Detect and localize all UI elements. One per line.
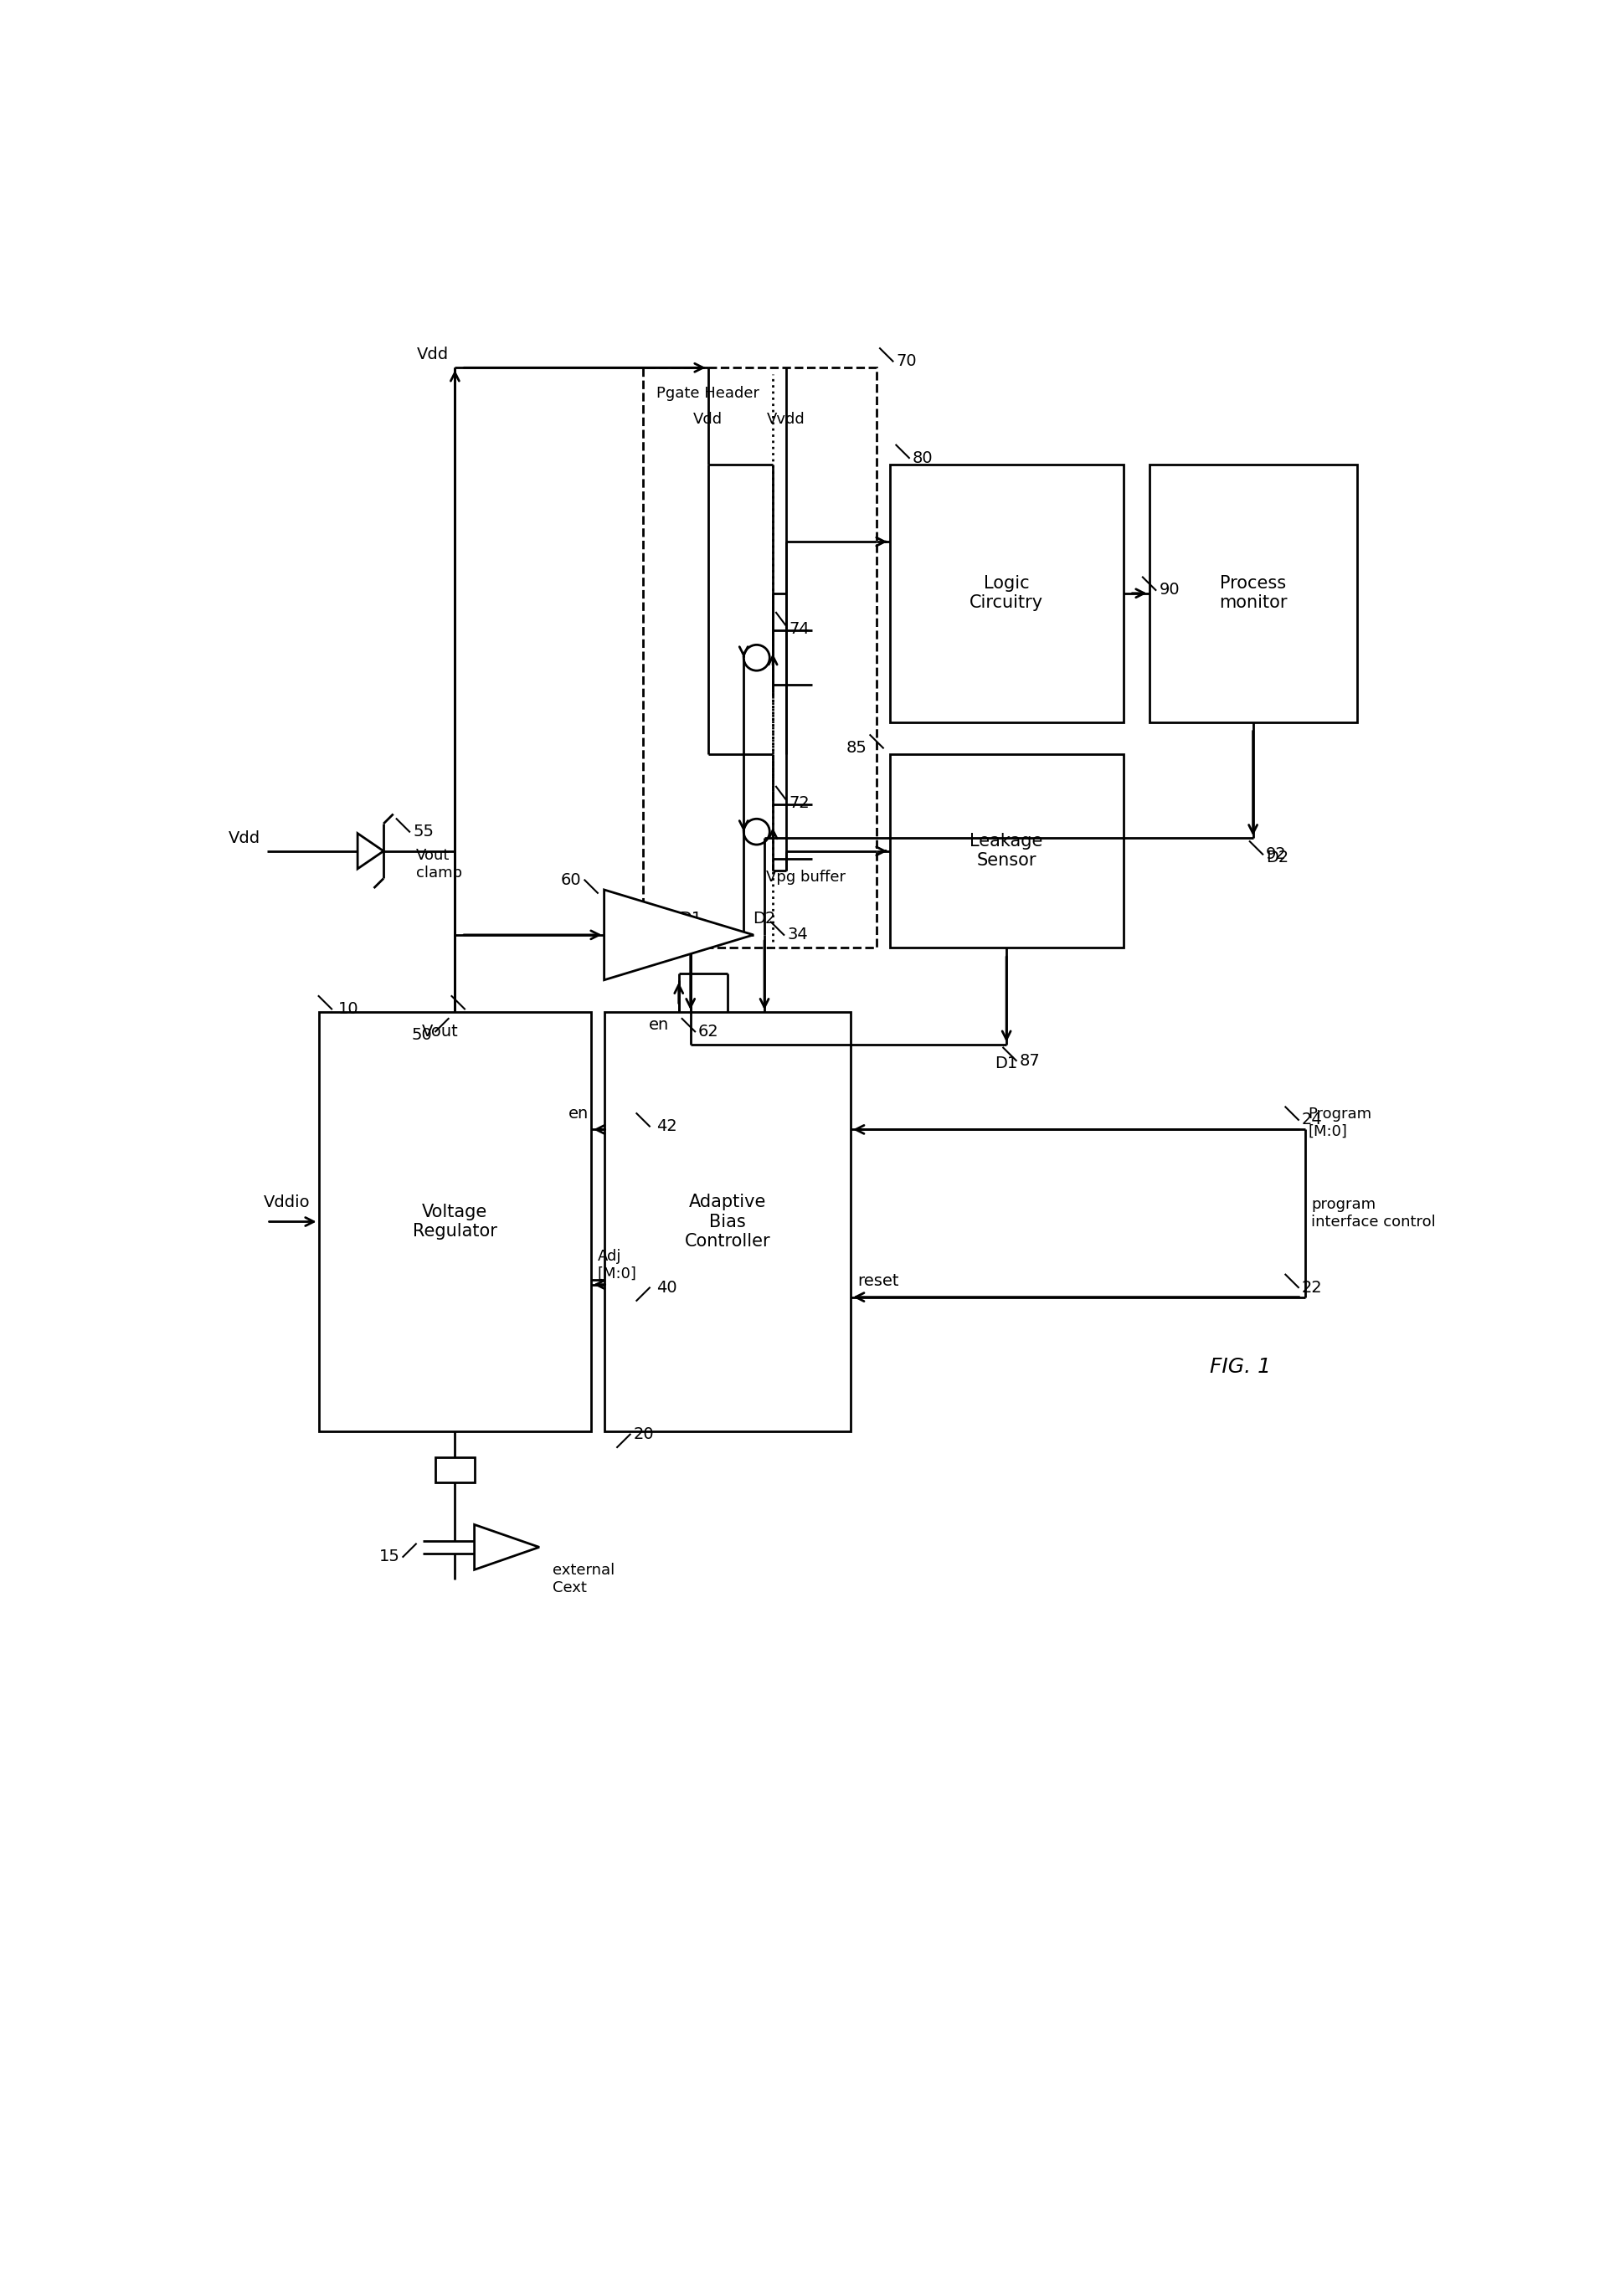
Bar (604, 1013, 851, 1430)
Text: en: en (649, 1017, 669, 1033)
Text: 85: 85 (846, 739, 867, 755)
Text: 50: 50 (412, 1026, 433, 1042)
Bar (890, 755, 1124, 948)
Text: 80: 80 (912, 450, 933, 466)
Bar (1150, 464, 1357, 723)
Text: 60: 60 (560, 872, 581, 889)
Text: 62: 62 (698, 1024, 719, 1040)
Polygon shape (604, 891, 753, 980)
Text: Logic
Circuitry: Logic Circuitry (969, 576, 1043, 611)
Text: Process
monitor: Process monitor (1219, 576, 1287, 611)
Text: en: en (568, 1104, 588, 1120)
Text: Pgate Header: Pgate Header (656, 386, 759, 402)
Text: Adaptive
Bias
Controller: Adaptive Bias Controller (685, 1194, 770, 1249)
Text: 55: 55 (413, 824, 434, 840)
Text: program
interface control: program interface control (1311, 1196, 1436, 1231)
Text: FIG. 1: FIG. 1 (1210, 1357, 1271, 1378)
Polygon shape (357, 833, 383, 868)
Text: 32: 32 (714, 928, 733, 944)
Text: Vddio: Vddio (263, 1194, 310, 1210)
Text: Vdd: Vdd (228, 831, 260, 847)
Text: 87: 87 (1019, 1052, 1040, 1068)
Text: 92: 92 (1266, 847, 1287, 863)
Text: Leakage
Sensor: Leakage Sensor (971, 833, 1043, 870)
Text: 22: 22 (1302, 1279, 1323, 1295)
Text: Voltage
Regulator: Voltage Regulator (413, 1203, 497, 1240)
Text: 90: 90 (1160, 583, 1179, 597)
Text: reset: reset (858, 1272, 898, 1288)
Text: 20: 20 (633, 1426, 654, 1442)
Text: D2: D2 (753, 912, 775, 928)
Bar (890, 464, 1124, 723)
Text: Vdd: Vdd (693, 411, 722, 427)
Text: Vpg buffer: Vpg buffer (767, 870, 846, 884)
Bar (318, 1013, 591, 1430)
Text: Vvdd: Vvdd (767, 411, 804, 427)
Bar (643, 367, 877, 948)
Text: D1: D1 (995, 1056, 1017, 1072)
Text: 24: 24 (1302, 1111, 1323, 1127)
Polygon shape (475, 1525, 539, 1570)
Text: Adj
[M:0]: Adj [M:0] (598, 1249, 636, 1281)
Text: 10: 10 (338, 1001, 359, 1017)
Text: 40: 40 (656, 1279, 677, 1295)
Text: 15: 15 (380, 1550, 401, 1566)
Bar (436, 1458, 475, 1483)
Text: D1: D1 (678, 912, 703, 928)
Text: 70: 70 (896, 354, 917, 370)
Text: Vdd: Vdd (417, 347, 449, 363)
Text: 72: 72 (790, 794, 809, 810)
Text: Vout
clamp: Vout clamp (417, 847, 462, 879)
Text: external
Cext: external Cext (552, 1564, 614, 1596)
Text: 74: 74 (790, 620, 809, 636)
Text: 42: 42 (656, 1118, 677, 1134)
Text: 34: 34 (787, 928, 808, 944)
Text: Vout: Vout (422, 1024, 459, 1040)
Text: Program
[M:0]: Program [M:0] (1308, 1107, 1371, 1139)
Text: D2: D2 (1266, 850, 1289, 866)
